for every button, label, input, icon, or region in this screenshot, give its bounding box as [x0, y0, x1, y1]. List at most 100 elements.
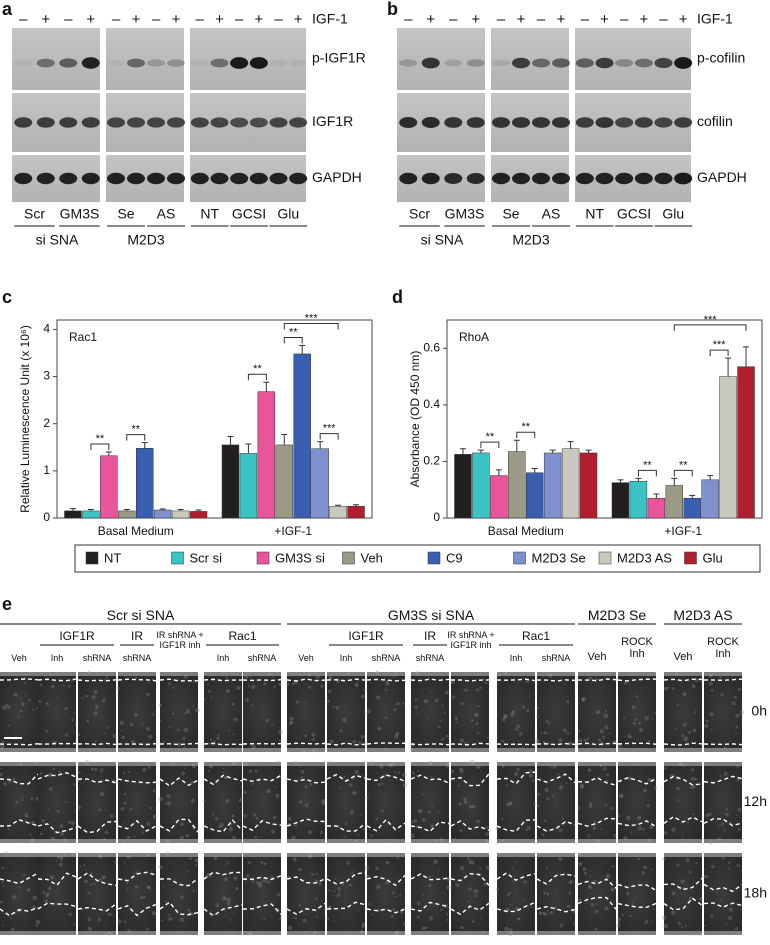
bar	[737, 366, 755, 519]
cell-texture	[321, 801, 326, 806]
bar	[100, 455, 118, 519]
cell-texture	[437, 725, 441, 729]
cell-texture	[595, 903, 598, 906]
cell-texture	[298, 904, 302, 907]
cell-texture	[422, 793, 425, 795]
cell-texture	[380, 782, 384, 785]
cell-edge	[664, 931, 702, 935]
treatment-sign: +	[172, 11, 181, 28]
blot-band	[421, 116, 440, 129]
cell-texture	[48, 772, 53, 778]
cell-texture	[546, 892, 550, 896]
cell-texture	[626, 891, 630, 896]
cell-edge	[578, 748, 616, 752]
treatment-sign: +	[426, 11, 435, 28]
cell-texture	[91, 694, 96, 700]
blot-band	[107, 59, 125, 67]
cell-texture	[467, 857, 470, 860]
cell-texture	[546, 797, 550, 801]
blot-band	[249, 172, 268, 185]
cell-texture	[232, 733, 235, 736]
column-label: shRNA	[371, 653, 401, 663]
cell-texture	[630, 902, 634, 905]
subgroup-label: IR	[424, 629, 436, 643]
cell-texture	[587, 834, 590, 837]
cell-edge	[118, 762, 156, 766]
cell-texture	[344, 822, 348, 826]
cell-texture	[55, 859, 58, 862]
cell-texture	[45, 729, 49, 733]
cell-texture	[26, 888, 31, 892]
scratch-image	[243, 672, 281, 752]
column-label: Veh	[298, 653, 314, 663]
scratch-image	[664, 762, 702, 843]
cell-texture	[93, 882, 96, 886]
cell-texture	[596, 710, 601, 715]
cell-edge	[367, 931, 405, 935]
cell-texture	[402, 922, 406, 925]
significance-bracket	[283, 322, 339, 330]
cell-texture	[87, 917, 92, 922]
cell-texture	[417, 769, 420, 772]
cell-edge	[411, 748, 449, 752]
cell-texture	[217, 825, 222, 829]
wound-edge	[77, 742, 117, 746]
cell-texture	[251, 782, 255, 786]
cell-texture	[73, 712, 76, 715]
blot-band	[654, 172, 673, 185]
cell-texture	[604, 709, 608, 713]
panel-letter: d	[392, 287, 403, 307]
cell-texture	[654, 712, 657, 715]
cell-texture	[370, 834, 373, 837]
cell-texture	[568, 891, 572, 895]
wound-edge	[663, 742, 703, 746]
significance-bracket	[283, 336, 303, 344]
cell-texture	[119, 720, 124, 726]
cell-texture	[185, 833, 190, 838]
cell-texture	[413, 819, 418, 824]
cell-texture	[394, 734, 399, 739]
treatment-sign: –	[537, 11, 546, 28]
lane-label: NT	[585, 206, 604, 222]
cell-texture	[450, 679, 455, 684]
cell-texture	[229, 918, 232, 921]
cell-texture	[691, 684, 696, 689]
cell-texture	[440, 908, 443, 911]
error-bar	[227, 435, 234, 445]
blot-band	[615, 172, 634, 185]
cell-texture	[727, 861, 731, 864]
wound-edge	[366, 818, 406, 832]
cell-texture	[70, 820, 76, 826]
cell-texture	[316, 915, 319, 918]
bar	[239, 453, 258, 519]
cell-texture	[545, 866, 549, 869]
scratch-image	[204, 853, 242, 935]
wound-edge	[577, 678, 617, 682]
cell-texture	[647, 740, 651, 743]
error-bar	[743, 346, 750, 367]
scratch-image	[411, 853, 449, 935]
wound-edge	[242, 678, 282, 682]
cell-texture	[694, 777, 698, 781]
cell-texture	[77, 733, 81, 737]
cell-texture	[472, 861, 475, 865]
band-label: p-IGF1R	[312, 50, 366, 66]
bar	[647, 497, 666, 519]
blot-band	[421, 172, 440, 185]
scratch-image	[367, 672, 405, 752]
cell-edge	[411, 672, 449, 676]
cell-texture	[123, 862, 126, 865]
significance-bracket	[480, 441, 500, 449]
cell-texture	[336, 893, 341, 898]
cell-texture	[304, 785, 308, 789]
cell-texture	[443, 892, 446, 895]
cell-texture	[466, 900, 470, 903]
cell-texture	[450, 769, 455, 774]
cell-edge	[497, 839, 535, 843]
cell-texture	[291, 682, 295, 686]
cell-texture	[425, 926, 428, 929]
cell-texture	[311, 737, 315, 742]
bar	[171, 510, 190, 519]
cell-texture	[338, 786, 341, 789]
cell-texture	[547, 742, 550, 745]
